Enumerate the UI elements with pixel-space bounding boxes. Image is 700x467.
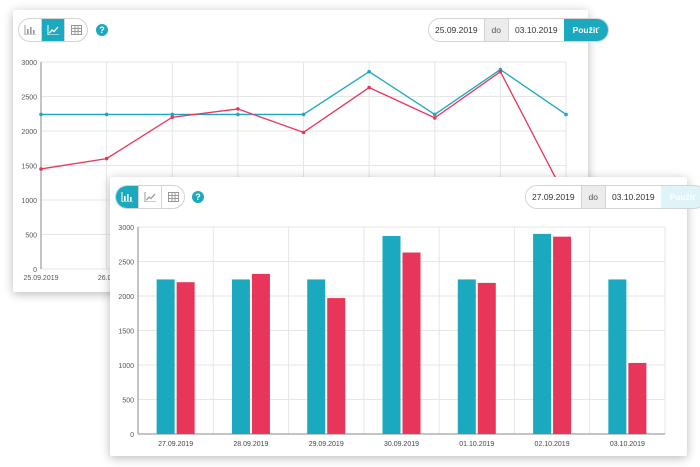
x-tick-label: 29.09.2019 [309,441,344,448]
data-point [170,115,175,119]
bar-red [176,282,195,434]
data-point [367,85,371,90]
bar-red [402,252,421,434]
x-tick-label: 01.10.2019 [459,441,494,448]
data-point [39,112,43,117]
line-view-button[interactable] [139,186,162,208]
y-tick-label: 2500 [21,95,37,102]
date-from-input[interactable]: 27.09.2019 [526,186,581,208]
bar-teal [231,279,250,434]
data-point [39,167,43,171]
apply-button[interactable]: Použiť [563,19,609,41]
help-icon[interactable]: ? [192,191,204,203]
table-icon [167,192,179,202]
date-to-input[interactable]: 03.10.2019 [509,19,564,41]
data-point [367,69,371,74]
x-tick-label: 27.09.2019 [158,441,193,448]
bar-teal [307,279,326,434]
data-point [104,112,109,117]
x-tick-label: 28.09.2019 [233,441,268,448]
data-point [432,112,437,117]
table-view-button[interactable] [162,186,184,208]
y-tick-label: 1000 [21,198,37,205]
data-point [432,116,437,120]
bar-chart: 0 500 1000 1500 2000 2500 3000 27.09.2019 28.09.… [118,225,666,448]
data-point [170,112,175,117]
view-switcher [18,18,88,42]
date-separator: do [580,186,607,208]
y-tick-label: 2000 [118,294,134,301]
data-point [236,112,240,117]
data-point [301,130,306,135]
date-to-input[interactable]: 03.10.2019 [606,186,661,208]
data-point [564,112,568,117]
chart-toolbar: ? 25.09.2019 do 03.10.2019 Použiť [13,10,610,50]
y-tick-label: 3000 [118,225,134,232]
y-tick-label: 1500 [118,329,134,336]
y-tick-label: 3000 [21,60,37,67]
bar-red [553,236,572,434]
help-icon[interactable]: ? [96,24,108,36]
bar-view-button[interactable] [116,186,139,208]
bar-red [327,298,346,434]
bar-teal [382,235,401,434]
date-separator: do [483,19,510,41]
data-point [301,112,306,117]
y-tick-label: 500 [25,233,37,240]
y-tick-label: 0 [33,267,37,274]
table-view-button[interactable] [65,19,87,41]
y-tick-label: 1000 [118,363,134,370]
bar-view-button[interactable] [19,19,42,41]
table-icon [70,25,82,35]
x-tick-label: 26.09 [98,275,116,282]
bar-teal [457,279,476,434]
line-view-button[interactable] [42,19,65,41]
bar-chart-panel: ? 27.09.2019 do 03.10.2019 Použiť 0 500 10… [110,177,700,456]
view-switcher [115,185,185,209]
bar-red [251,273,270,434]
line-chart-icon [47,25,59,35]
bar-teal [608,279,627,434]
bar-chart-icon [24,25,36,35]
chart-toolbar: ? 27.09.2019 do 03.10.2019 Použiť [110,177,700,217]
line-chart-icon [144,192,156,202]
data-point [104,156,109,161]
y-tick-label: 2000 [21,129,37,136]
bar-red [477,282,496,434]
bar-chart-icon [121,192,133,202]
date-from-input[interactable]: 25.09.2019 [429,19,484,41]
data-point [236,107,240,111]
date-range-picker: 25.09.2019 do 03.10.2019 Použiť [428,18,610,42]
data-point [498,69,503,74]
bar-red [628,362,647,434]
apply-button[interactable]: Použiť [660,186,700,208]
y-tick-label: 500 [122,398,134,405]
y-tick-label: 2500 [118,260,134,267]
y-tick-label: 0 [130,432,134,439]
x-tick-label: 25.09.2019 [23,275,58,282]
bar-teal [533,233,552,434]
bar-teal [156,279,175,434]
x-tick-label: 02.10.2019 [535,441,570,448]
x-tick-label: 30.09.2019 [384,441,419,448]
y-tick-label: 1500 [21,164,37,171]
date-range-picker: 27.09.2019 do 03.10.2019 Použiť [525,185,700,209]
x-tick-label: 03.10.2019 [610,441,645,448]
